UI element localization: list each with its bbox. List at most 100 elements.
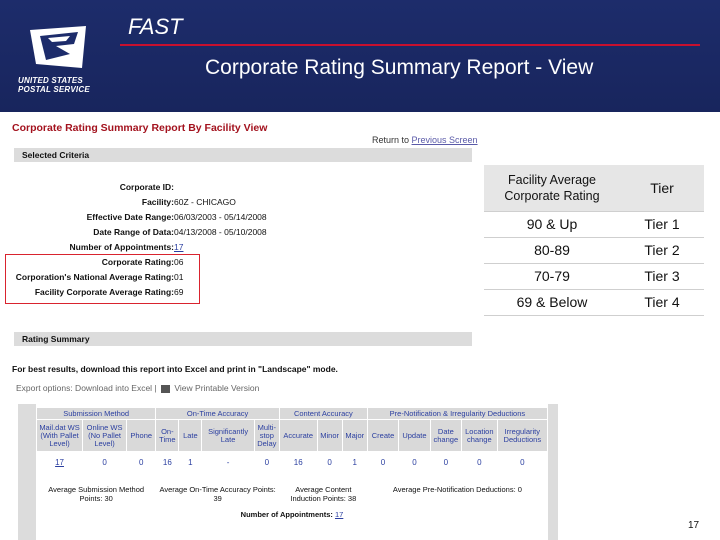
header-divider: [120, 44, 700, 46]
column-header: Multi-stop Delay: [253, 419, 280, 452]
tier-label: Tier 3: [620, 263, 704, 290]
criteria-value: 01: [174, 272, 184, 282]
cell-value: 16: [155, 451, 180, 474]
criteria-label: Facility Corporate Average Rating:: [34, 287, 174, 297]
rating-summary-table: Submission Method On-Time Accuracy Conte…: [35, 407, 549, 524]
rating-header: Facility Average Corporate Rating: [484, 165, 620, 212]
group-header: On-Time Accuracy: [155, 407, 280, 420]
appointments-cell: Number of Appointments: 17: [36, 505, 548, 524]
return-prefix: Return to: [372, 135, 412, 145]
cell-value: 16: [278, 451, 318, 474]
criteria-label: Number of Appointments:: [69, 242, 174, 252]
cell-value: 0: [253, 451, 280, 474]
tier-label: Tier 2: [620, 237, 704, 264]
column-header: Date change: [429, 419, 463, 452]
report-title: Corporate Rating Summary Report By Facil…: [12, 122, 268, 134]
column-header: Online WS (No Pallet Level): [82, 419, 128, 452]
cell-value: 0: [82, 451, 128, 474]
average-on-time-points: Average On-Time Accuracy Points: 39: [155, 483, 280, 506]
tier-row: 90 & Up Tier 1: [484, 211, 704, 238]
cell-value[interactable]: 17: [35, 451, 84, 474]
group-header: Pre-Notification & Irregularity Deductio…: [366, 407, 549, 420]
appointments-label: Number of Appointments:: [240, 510, 333, 519]
header-banner: UNITED STATES POSTAL SERVICE FAST Corpor…: [0, 0, 720, 112]
export-prefix[interactable]: Export options: Download into Excel |: [16, 383, 157, 393]
column-header: Accurate: [278, 419, 318, 452]
tier-label: Tier 1: [620, 211, 704, 238]
table-frame-left: [18, 404, 36, 540]
logo-text: UNITED STATES POSTAL SERVICE: [18, 76, 90, 94]
cell-value: 0: [316, 451, 343, 474]
column-header: Update: [398, 419, 431, 452]
cell-value: 0: [496, 451, 549, 474]
rating-summary-bar: Rating Summary: [14, 332, 472, 346]
tier-label: Tier 4: [620, 289, 704, 316]
tier-header-row: Facility Average Corporate Rating Tier: [484, 165, 704, 212]
column-header: Location change: [461, 419, 498, 452]
average-content-points: Average Content Induction Points: 38: [278, 483, 368, 506]
appointments-row: Number of Appointments: 17: [36, 505, 548, 524]
selected-criteria-bar: Selected Criteria: [14, 148, 472, 162]
group-header: Content Accuracy: [278, 407, 368, 420]
rating-range: 80-89: [484, 237, 620, 264]
cell-value: 0: [126, 451, 157, 474]
column-header: Minor: [316, 419, 343, 452]
group-header-row: Submission Method On-Time Accuracy Conte…: [35, 407, 549, 420]
criteria-label: Corporation's National Average Rating:: [15, 272, 174, 282]
column-header: Create: [366, 419, 400, 452]
averages-row: Average Submission Method Points: 30 Ave…: [35, 483, 549, 506]
cell-value: -: [201, 451, 255, 474]
appointments-count-link[interactable]: 17: [334, 510, 344, 519]
average-submission-points: Average Submission Method Points: 30: [35, 483, 157, 506]
column-header: Phone: [126, 419, 157, 452]
spacer-row: [36, 473, 548, 484]
column-header-row: Mail.dat WS (With Pallet Level) Online W…: [35, 419, 549, 452]
criteria-label: Corporate Rating:: [101, 257, 174, 267]
page-number: 17: [688, 520, 700, 531]
tier-row: 80-89 Tier 2: [484, 237, 704, 264]
criteria-value: 60Z - CHICAGO: [174, 197, 236, 207]
criteria-value: 04/13/2008 - 05/10/2008: [174, 227, 267, 237]
tier-row: 70-79 Tier 3: [484, 263, 704, 290]
column-header: Late: [178, 419, 203, 452]
column-header: On-Time: [155, 419, 180, 452]
criteria-value: 06: [174, 257, 184, 267]
table-frame-right: [548, 404, 558, 540]
best-results-note: For best results, download this report i…: [12, 364, 338, 374]
usps-logo: UNITED STATES POSTAL SERVICE: [18, 22, 98, 97]
previous-screen-link[interactable]: Previous Screen: [411, 135, 478, 145]
export-options: Export options: Download into Excel | Vi…: [16, 383, 259, 393]
tier-row: 69 & Below Tier 4: [484, 289, 704, 316]
column-header: Irregularity Deductions: [496, 419, 549, 452]
slide-title: Corporate Rating Summary Report - View: [205, 56, 594, 79]
column-header: Mail.dat WS (With Pallet Level): [35, 419, 84, 452]
tier-table: Facility Average Corporate Rating Tier 9…: [484, 165, 704, 316]
group-header: Submission Method: [35, 407, 157, 420]
cell-value: 0: [366, 451, 400, 474]
tier-header: Tier: [620, 165, 704, 212]
printer-icon: [161, 384, 171, 393]
criteria-label: Corporate ID:: [119, 182, 174, 192]
rating-range: 70-79: [484, 263, 620, 290]
cell-value: 0: [461, 451, 498, 474]
criteria-label: Date Range of Data:: [93, 227, 174, 237]
cell-value: 0: [429, 451, 463, 474]
appointments-link[interactable]: 17: [174, 242, 184, 252]
app-name: FAST: [128, 14, 183, 39]
printable-version-link[interactable]: View Printable Version: [174, 383, 260, 393]
column-header: Major: [341, 419, 368, 452]
cell-value: 1: [178, 451, 203, 474]
column-header: Significantly Late: [201, 419, 255, 452]
rating-range: 90 & Up: [484, 211, 620, 238]
cell-value: 1: [341, 451, 368, 474]
rating-range: 69 & Below: [484, 289, 620, 316]
criteria-label: Facility:: [141, 197, 174, 207]
highlight-box: [5, 254, 200, 304]
criteria-value: 06/03/2003 - 05/14/2008: [174, 212, 267, 222]
cell-value: 0: [398, 451, 431, 474]
criteria-value: 69: [174, 287, 184, 297]
table-row: 17 0 0 16 1 - 0 16 0 1 0 0 0 0 0: [35, 451, 549, 474]
return-link-wrapper: Return to Previous Screen: [372, 135, 478, 145]
average-prenotification-deductions: Average Pre-Notification Deductions: 0: [366, 483, 549, 506]
eagle-icon: [30, 26, 86, 68]
